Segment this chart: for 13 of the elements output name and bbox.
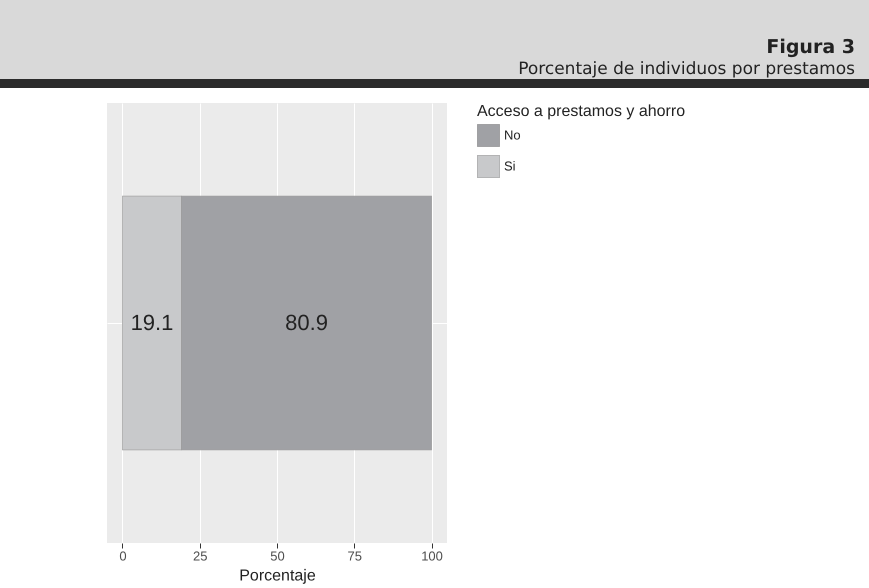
x-tick-label: 0 — [119, 548, 127, 564]
x-tick-label: 75 — [348, 548, 362, 564]
x-tick-label: 50 — [270, 548, 285, 564]
legend-title: Acceso a prestamos y ahorro — [477, 103, 686, 120]
legend-label: Si — [504, 158, 516, 174]
text: Figura 3 — [765, 35, 855, 58]
legend-label: No — [504, 128, 521, 142]
x-tick-label: 25 — [192, 548, 208, 564]
x-axis-title: Porcentaje — [239, 568, 316, 584]
data-label: 80.9 — [285, 310, 328, 335]
x-tick-label: 100 — [421, 548, 443, 564]
data-label: 19.1 — [130, 310, 174, 335]
text: Porcentaje de individuos por prestamos — [517, 58, 855, 80]
